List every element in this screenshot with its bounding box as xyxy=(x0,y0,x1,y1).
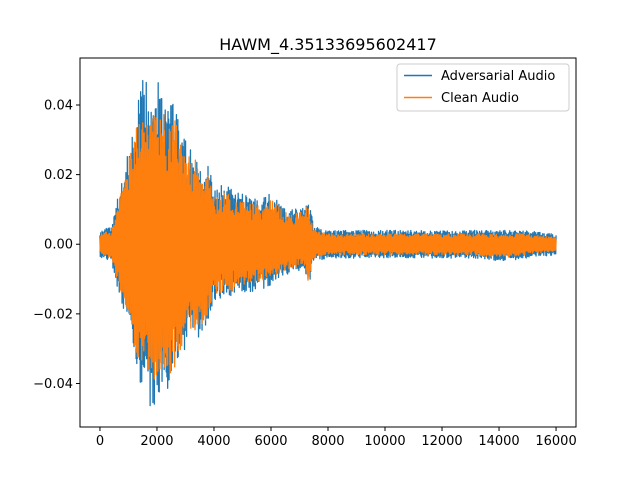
y-tick-label: 0.00 xyxy=(44,238,73,253)
chart-title: HAWM_4.35133695602417 xyxy=(219,35,437,55)
x-tick-label: 2000 xyxy=(140,434,173,449)
legend: Adversarial Audio Clean Audio xyxy=(396,63,570,112)
x-tick-label: 0 xyxy=(96,434,104,449)
x-tick-label: 10000 xyxy=(364,434,405,449)
legend-box xyxy=(396,63,570,112)
x-tick-label: 12000 xyxy=(421,434,462,449)
x-tick-label: 16000 xyxy=(535,434,576,449)
legend-label-adversarial-audio: Adversarial Audio xyxy=(441,69,555,84)
y-tick-label: −0.02 xyxy=(33,307,73,322)
series-line-clean-audio xyxy=(99,113,557,380)
y-tick-label: 0.02 xyxy=(44,168,73,183)
x-tick-label: 4000 xyxy=(197,434,230,449)
legend-label-clean-audio: Clean Audio xyxy=(441,91,519,106)
x-axis: 0 2000 4000 6000 8000 10000 12000 14000 16000 xyxy=(96,427,577,449)
series-layer xyxy=(99,80,557,407)
y-tick-label: 0.04 xyxy=(44,98,73,113)
x-tick-label: 14000 xyxy=(478,434,519,449)
y-tick-label: −0.04 xyxy=(33,377,73,392)
x-tick-label: 8000 xyxy=(311,434,344,449)
y-axis: −0.04 −0.02 0.00 0.02 0.04 xyxy=(33,98,80,392)
x-tick-label: 6000 xyxy=(254,434,287,449)
